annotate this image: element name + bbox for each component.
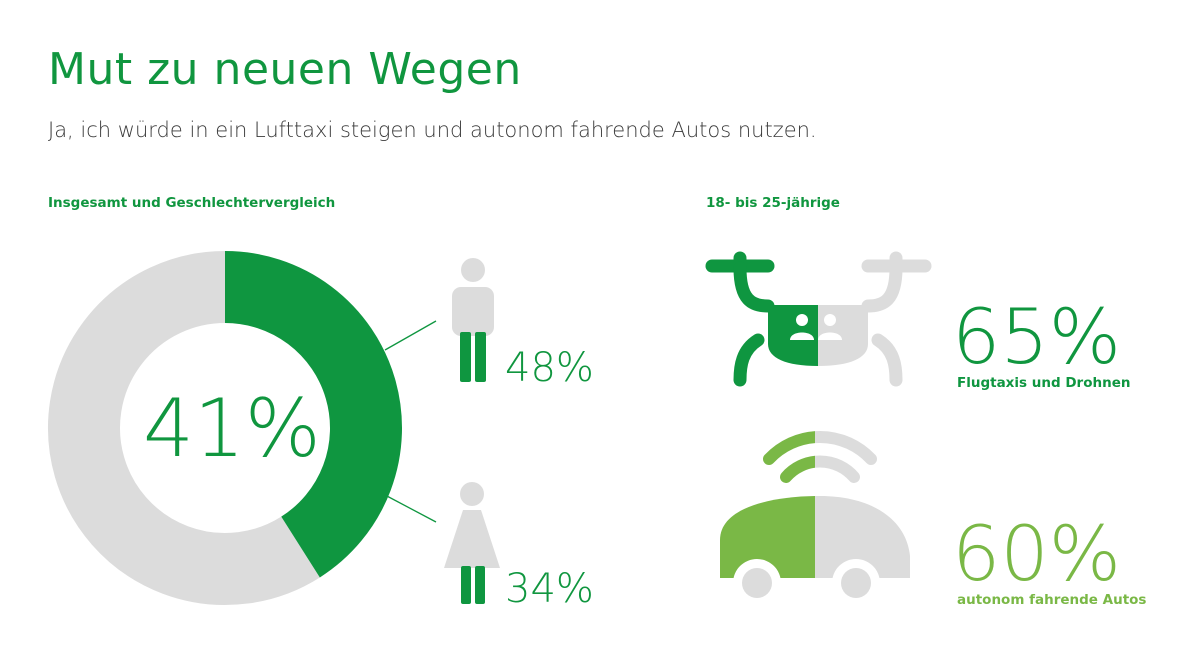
donut-remainder-segment xyxy=(48,251,320,605)
car-caption: autonom fahrende Autos xyxy=(957,592,1147,608)
passengers-icon xyxy=(790,314,842,340)
section-label-overall: Insgesamt und Geschlechtervergleich xyxy=(48,195,336,211)
woman-icon xyxy=(444,482,500,604)
women-percent-label: 34% xyxy=(505,566,594,612)
donut-center-label: 41% xyxy=(143,382,321,475)
donut-chart xyxy=(48,251,402,605)
man-icon xyxy=(452,258,494,382)
connector-line-men xyxy=(384,320,437,351)
section-label-youth: 18- bis 25-jährige xyxy=(706,195,840,211)
car-icon xyxy=(720,431,910,607)
men-percent-label: 48% xyxy=(505,345,594,391)
page-subtitle: Ja, ich würde in ein Lufttaxi steigen un… xyxy=(48,118,817,142)
donut-value-segment xyxy=(224,251,402,578)
drone-percent-label: 65% xyxy=(952,292,1121,381)
drone-caption: Flugtaxis und Drohnen xyxy=(957,375,1131,391)
drone-icon xyxy=(705,251,932,387)
car-percent-label: 60% xyxy=(952,509,1121,598)
page-title: Mut zu neuen Wegen xyxy=(48,44,522,95)
connector-line-women xyxy=(384,494,437,523)
